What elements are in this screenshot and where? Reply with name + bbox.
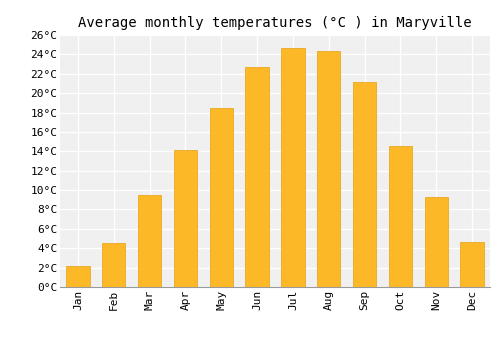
Bar	[353, 83, 376, 287]
Bar	[138, 195, 161, 287]
Bar	[282, 48, 304, 287]
Bar	[66, 266, 90, 287]
Title: Average monthly temperatures (°C ) in Maryville: Average monthly temperatures (°C ) in Ma…	[78, 16, 472, 30]
Bar	[317, 51, 340, 287]
Bar	[389, 146, 412, 287]
Bar	[424, 197, 448, 287]
Bar	[246, 67, 268, 287]
Bar	[460, 243, 483, 287]
Bar	[174, 150, 197, 287]
Bar	[102, 243, 126, 287]
Bar	[210, 108, 233, 287]
